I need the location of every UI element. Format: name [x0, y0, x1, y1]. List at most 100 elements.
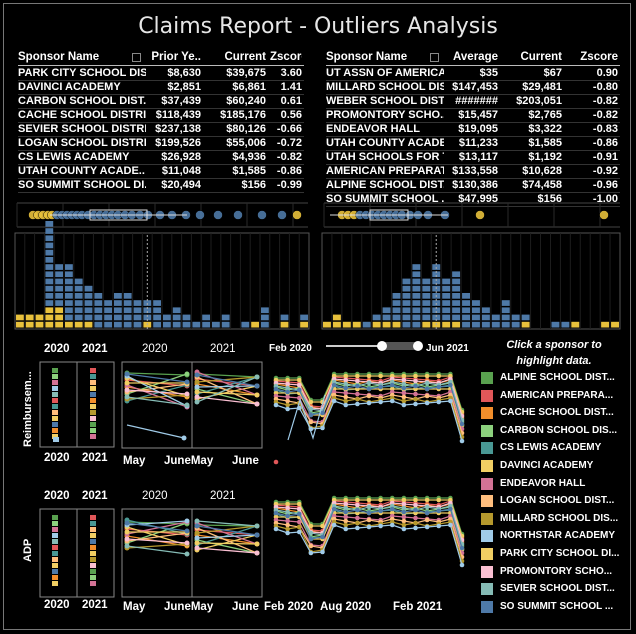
table-row[interactable]: UTAH COUNTY ACADE.. $11,233 $1,585 -0.86 — [326, 137, 620, 150]
table-row[interactable]: SO SUMMIT SCHOOL .. $47,995 $156 -1.00 — [326, 193, 620, 206]
left_table-header-2[interactable]: Current — [224, 51, 266, 63]
table-cell: CACHE SCHOOL DISTRI.. — [18, 109, 146, 121]
year-label-2021-bottom: 2021 — [82, 599, 108, 611]
year-label-2021-adp: 2021 — [82, 490, 108, 502]
table-cell: $39,675 — [226, 67, 266, 79]
table-row[interactable]: UT ASSN OF AMERICA.. $35 $67 0.90 — [326, 67, 620, 80]
table-cell: -0.92 — [592, 165, 618, 177]
table-cell: $74,458 — [522, 179, 562, 191]
table-cell: $6,861 — [232, 81, 266, 93]
row-divider — [326, 94, 620, 95]
table-cell: 0.56 — [280, 109, 302, 121]
table-cell: $13,117 — [458, 151, 498, 163]
row-divider — [326, 178, 620, 179]
table-cell: $11,048 — [161, 165, 201, 177]
page-title: Claims Report - Outliers Analysis — [138, 14, 498, 39]
legend-swatch — [481, 372, 493, 384]
table-cell: CS LEWIS ACADEMY — [18, 151, 130, 163]
table-cell: $11,233 — [458, 137, 498, 149]
legend-swatch — [481, 424, 493, 437]
table-cell: $60,240 — [226, 95, 266, 107]
legend-swatch — [481, 512, 493, 525]
table-row[interactable]: UTAH COUNTY ACADE.. $11,048 $1,585 -0.86 — [18, 165, 304, 178]
table-row[interactable]: CACHE SCHOOL DISTRI.. $118,439 $185,176 0.5… — [18, 109, 304, 122]
year-label-2021-mid: 2021 — [82, 452, 108, 464]
table-cell: -0.91 — [592, 151, 618, 163]
right_table-header-3[interactable]: Zscore — [580, 51, 618, 63]
row-divider — [18, 192, 304, 193]
legend-swatch — [481, 477, 493, 490]
table-cell: $3,322 — [528, 123, 562, 135]
left_table-header-0[interactable]: Sponsor Name — [18, 51, 100, 63]
table-cell: $203,051 — [516, 95, 562, 107]
table-cell: $1,585 — [528, 137, 562, 149]
row-divider — [18, 108, 304, 109]
slider-end-label: Jun 2021 — [426, 343, 469, 354]
right_table-header-2[interactable]: Current — [520, 51, 562, 63]
table-cell: ENDEAVOR HALL — [326, 123, 420, 135]
table-row[interactable]: LOGAN SCHOOL DISTRI.. $199,526 $55,006 -0.7… — [18, 137, 304, 150]
legend-swatch — [481, 442, 493, 455]
table-cell: SEVIER SCHOOL DISTRI.. — [18, 123, 146, 135]
table-row[interactable]: SEVIER SCHOOL DISTRI.. $237,138 $80,126 -0.… — [18, 123, 304, 136]
legend-label: SEVIER SCHOOL DIST... — [500, 583, 615, 595]
table-row[interactable]: SO SUMMIT SCHOOL DI.. $20,494 $156 -0.99 — [18, 179, 304, 192]
table-cell: $15,457 — [458, 109, 498, 121]
table-row[interactable]: UTAH SCHOOLS FOR T.. $13,117 $1,192 -0.91 — [326, 151, 620, 164]
legend-label: CACHE SCHOOL DIST... — [500, 407, 614, 419]
month-may-top: May — [123, 455, 146, 467]
table-cell: -0.82 — [592, 109, 618, 121]
legend-swatch — [481, 389, 493, 402]
year-label-2020-lines: 2020 — [142, 343, 168, 355]
year-label-2020-adp: 2020 — [44, 490, 70, 502]
row-divider — [326, 192, 620, 193]
legend-label: CARBON SCHOOL DIS... — [500, 424, 618, 436]
year-label-2020-bottom: 2020 — [44, 599, 70, 611]
table-cell: -0.72 — [276, 137, 302, 149]
left_table-header-3[interactable]: Zscore — [270, 51, 302, 63]
table-cell: $1,192 — [528, 151, 562, 163]
table-cell: $19,095 — [458, 123, 498, 135]
year-label-2020-mid: 2020 — [44, 452, 70, 464]
table-row[interactable]: CARBON SCHOOL DIST.. $37,439 $60,240 0.61 — [18, 95, 304, 108]
row-divider — [326, 136, 620, 137]
right_table-header-1[interactable]: Average — [453, 51, 498, 63]
table-row[interactable]: DAVINCI ACADEMY $2,851 $6,861 1.41 — [18, 81, 304, 94]
table-cell: -0.86 — [592, 137, 618, 149]
table-cell: 0.61 — [280, 95, 302, 107]
row-divider — [326, 122, 620, 123]
table-cell: $130,386 — [452, 179, 498, 191]
row-divider — [18, 164, 304, 165]
table-cell: PROMONTORY SCHO.. — [326, 109, 444, 121]
right_table-header: Sponsor Name Average Current Zscore — [326, 51, 620, 64]
filter-icon[interactable] — [430, 53, 439, 62]
table-row[interactable]: ENDEAVOR HALL $19,095 $3,322 -0.83 — [326, 123, 620, 136]
table-cell: UT ASSN OF AMERICA.. — [326, 67, 444, 79]
table-cell: $47,995 — [458, 193, 498, 205]
table-row[interactable]: PROMONTORY SCHO.. $15,457 $2,765 -0.82 — [326, 109, 620, 122]
table-row[interactable]: AMERICAN PREPARAT.. $133,558 $10,628 -0.92 — [326, 165, 620, 178]
left_table-header-1[interactable]: Prior Ye.. — [151, 51, 201, 63]
legend-label: AMERICAN PREPARA... — [500, 389, 614, 401]
legend-swatch — [481, 495, 493, 508]
table-row[interactable]: CS LEWIS ACADEMY $26,928 $4,936 -0.82 — [18, 151, 304, 164]
table-row[interactable]: MILLARD SCHOOL DIS.. $147,453 $29,481 -0.80 — [326, 81, 620, 94]
row-divider — [326, 206, 620, 207]
table-cell: $67 — [543, 67, 562, 79]
filter-icon[interactable] — [132, 53, 141, 62]
legend-swatch — [481, 548, 493, 560]
table-cell: -0.96 — [592, 179, 618, 191]
table-cell: SO SUMMIT SCHOOL DI.. — [18, 179, 146, 191]
legend-label: MILLARD SCHOOL DIS... — [500, 512, 619, 524]
table-cell: $4,936 — [232, 151, 266, 163]
table-row[interactable]: ALPINE SCHOOL DIST.. $130,386 $74,458 -0.96 — [326, 179, 620, 192]
legend-label: LOGAN SCHOOL DIST... — [500, 495, 615, 507]
row-divider — [326, 80, 620, 81]
table-row[interactable]: WEBER SCHOOL DIST.. ####### $203,051 -0.82 — [326, 95, 620, 108]
table-cell: $156 — [537, 193, 562, 205]
table-cell: LOGAN SCHOOL DISTRI.. — [18, 137, 146, 149]
table-cell: $20,494 — [161, 179, 201, 191]
table-cell: 1.41 — [280, 81, 302, 93]
table-row[interactable]: PARK CITY SCHOOL DIS.. $8,630 $39,675 3.60 — [18, 67, 304, 80]
right_table-header-0[interactable]: Sponsor Name — [326, 51, 408, 63]
